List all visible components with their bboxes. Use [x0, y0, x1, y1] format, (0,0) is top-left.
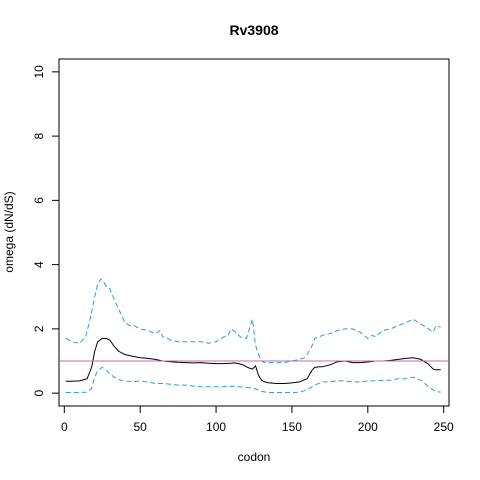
y-tick-label: 8: [32, 132, 46, 139]
x-tick-label: 250: [434, 420, 454, 434]
x-tick-label: 0: [61, 420, 68, 434]
y-tick-label: 6: [32, 197, 46, 204]
confidence-bound-line-1: [65, 278, 441, 364]
y-axis: 0 2 4 6 8 10: [32, 65, 60, 396]
x-axis: 0 50 100 150 200 250: [61, 405, 454, 434]
y-tick-label: 4: [32, 261, 46, 268]
y-tick-label: 10: [32, 65, 46, 79]
x-axis-label: codon: [238, 450, 271, 464]
x-tick-label: 200: [358, 420, 378, 434]
y-axis-label: omega (dN/dS): [2, 191, 16, 272]
x-tick-label: 100: [206, 420, 226, 434]
x-tick-label: 150: [282, 420, 302, 434]
confidence-bound-line-2: [65, 366, 441, 393]
y-tick-label: 2: [32, 325, 46, 332]
y-tick-label: 0: [32, 389, 46, 396]
series-layer: [59, 278, 449, 393]
x-tick-label: 50: [134, 420, 148, 434]
chart-title: Rv3908: [229, 22, 278, 38]
plot-frame: [58, 58, 450, 407]
